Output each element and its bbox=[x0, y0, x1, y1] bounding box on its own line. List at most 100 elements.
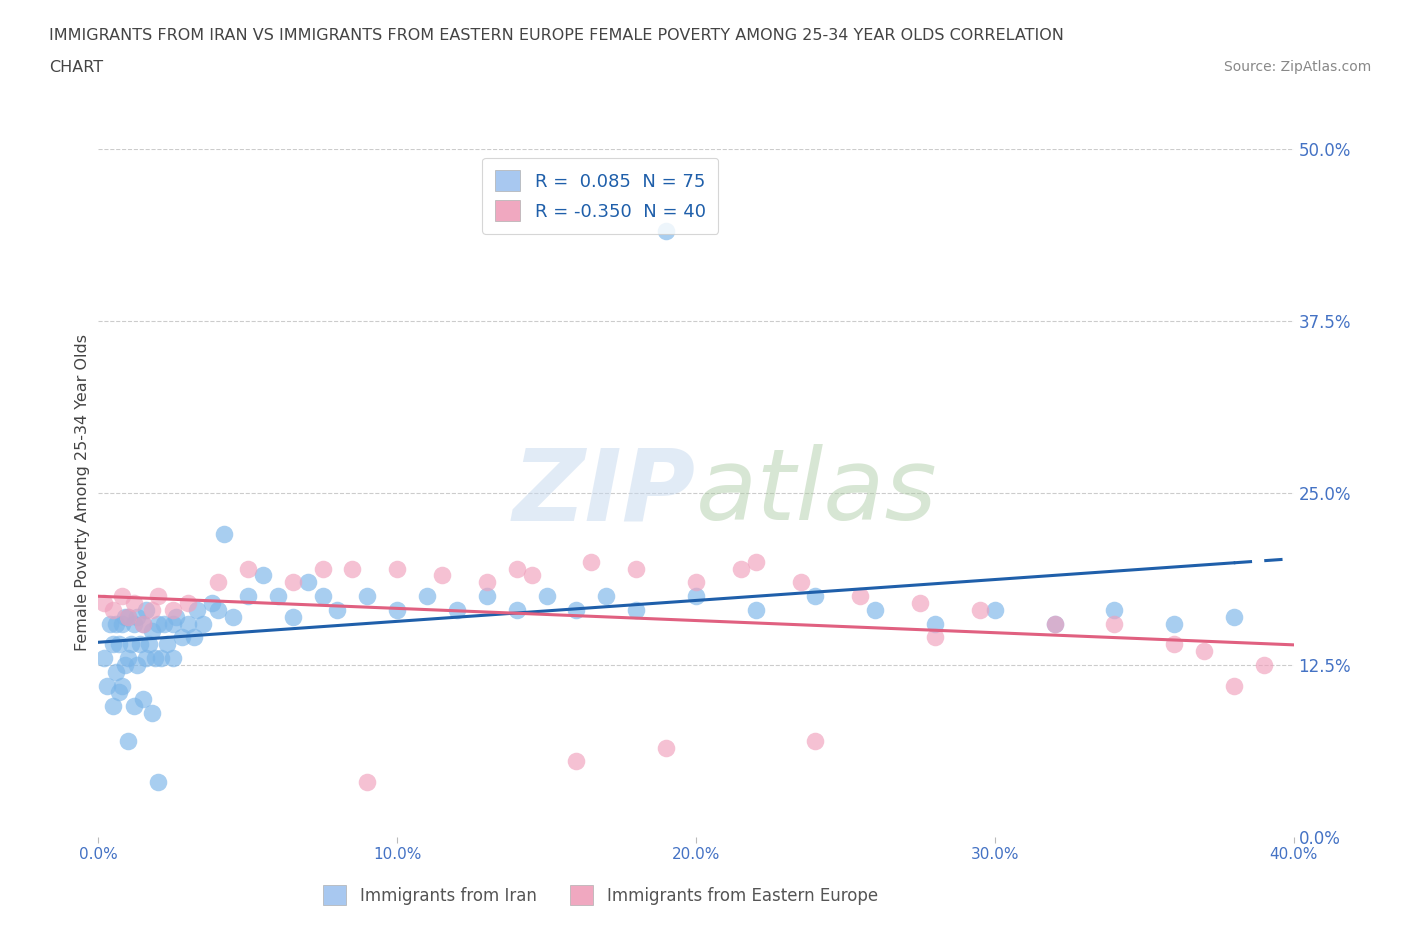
Point bbox=[117, 609, 139, 624]
Point bbox=[506, 603, 529, 618]
Text: atlas: atlas bbox=[696, 445, 938, 541]
Point bbox=[1253, 658, 1275, 672]
Point bbox=[924, 630, 946, 644]
Point bbox=[236, 561, 259, 576]
Point bbox=[581, 554, 603, 569]
Point bbox=[105, 664, 128, 679]
Point bbox=[385, 603, 409, 618]
Point bbox=[1104, 617, 1126, 631]
Point bbox=[924, 617, 946, 631]
Point bbox=[385, 561, 409, 576]
Point bbox=[117, 733, 139, 748]
Point bbox=[162, 651, 184, 666]
Point bbox=[148, 617, 170, 631]
Legend: Immigrants from Iran, Immigrants from Eastern Europe: Immigrants from Iran, Immigrants from Ea… bbox=[316, 879, 884, 911]
Point bbox=[153, 617, 176, 631]
Point bbox=[141, 623, 163, 638]
Point bbox=[655, 740, 678, 755]
Point bbox=[1192, 644, 1215, 658]
Point bbox=[626, 603, 648, 618]
Point bbox=[120, 637, 142, 652]
Point bbox=[111, 617, 134, 631]
Point bbox=[165, 609, 187, 624]
Point bbox=[172, 630, 194, 644]
Point bbox=[342, 561, 364, 576]
Point bbox=[565, 754, 588, 769]
Point bbox=[108, 685, 131, 700]
Point bbox=[685, 589, 707, 604]
Point bbox=[804, 733, 827, 748]
Point bbox=[132, 692, 155, 707]
Point bbox=[103, 603, 125, 618]
Point bbox=[356, 775, 378, 790]
Point bbox=[506, 561, 529, 576]
Point bbox=[281, 609, 304, 624]
Point bbox=[984, 603, 1007, 618]
Point bbox=[124, 617, 146, 631]
Point bbox=[141, 603, 163, 618]
Text: ZIP: ZIP bbox=[513, 445, 696, 541]
Point bbox=[536, 589, 558, 604]
Point bbox=[356, 589, 378, 604]
Point bbox=[138, 637, 160, 652]
Point bbox=[430, 568, 453, 583]
Point bbox=[908, 595, 931, 610]
Point bbox=[98, 617, 122, 631]
Point bbox=[730, 561, 752, 576]
Text: CHART: CHART bbox=[49, 60, 103, 75]
Point bbox=[150, 651, 173, 666]
Point bbox=[132, 617, 155, 631]
Point bbox=[565, 603, 588, 618]
Point bbox=[1163, 637, 1185, 652]
Point bbox=[135, 603, 157, 618]
Point bbox=[135, 651, 157, 666]
Point bbox=[252, 568, 274, 583]
Point bbox=[103, 637, 125, 652]
Point bbox=[143, 651, 166, 666]
Point bbox=[162, 617, 184, 631]
Point bbox=[236, 589, 259, 604]
Point bbox=[1104, 603, 1126, 618]
Point bbox=[111, 678, 134, 693]
Point bbox=[177, 595, 200, 610]
Point bbox=[177, 617, 200, 631]
Point bbox=[326, 603, 349, 618]
Point bbox=[111, 589, 134, 604]
Point bbox=[1043, 617, 1066, 631]
Point bbox=[93, 651, 115, 666]
Text: IMMIGRANTS FROM IRAN VS IMMIGRANTS FROM EASTERN EUROPE FEMALE POVERTY AMONG 25-3: IMMIGRANTS FROM IRAN VS IMMIGRANTS FROM … bbox=[49, 28, 1064, 43]
Point bbox=[475, 575, 498, 590]
Point bbox=[685, 575, 707, 590]
Point bbox=[311, 561, 333, 576]
Point bbox=[103, 698, 125, 713]
Point bbox=[148, 775, 170, 790]
Point bbox=[804, 589, 827, 604]
Point bbox=[201, 595, 224, 610]
Point bbox=[127, 658, 149, 672]
Point bbox=[183, 630, 205, 644]
Point bbox=[475, 589, 498, 604]
Point bbox=[595, 589, 617, 604]
Point bbox=[117, 609, 139, 624]
Point bbox=[127, 609, 149, 624]
Point bbox=[114, 609, 136, 624]
Point bbox=[117, 651, 139, 666]
Point bbox=[141, 706, 163, 721]
Point bbox=[96, 678, 118, 693]
Point bbox=[1223, 678, 1246, 693]
Point bbox=[745, 554, 768, 569]
Point bbox=[745, 603, 768, 618]
Y-axis label: Female Poverty Among 25-34 Year Olds: Female Poverty Among 25-34 Year Olds bbox=[75, 335, 90, 651]
Point bbox=[849, 589, 872, 604]
Point bbox=[416, 589, 439, 604]
Point bbox=[162, 603, 184, 618]
Text: Source: ZipAtlas.com: Source: ZipAtlas.com bbox=[1223, 60, 1371, 74]
Point bbox=[297, 575, 319, 590]
Point bbox=[222, 609, 245, 624]
Point bbox=[207, 603, 229, 618]
Point bbox=[626, 561, 648, 576]
Point bbox=[865, 603, 887, 618]
Point bbox=[105, 617, 128, 631]
Point bbox=[93, 595, 115, 610]
Point bbox=[446, 603, 468, 618]
